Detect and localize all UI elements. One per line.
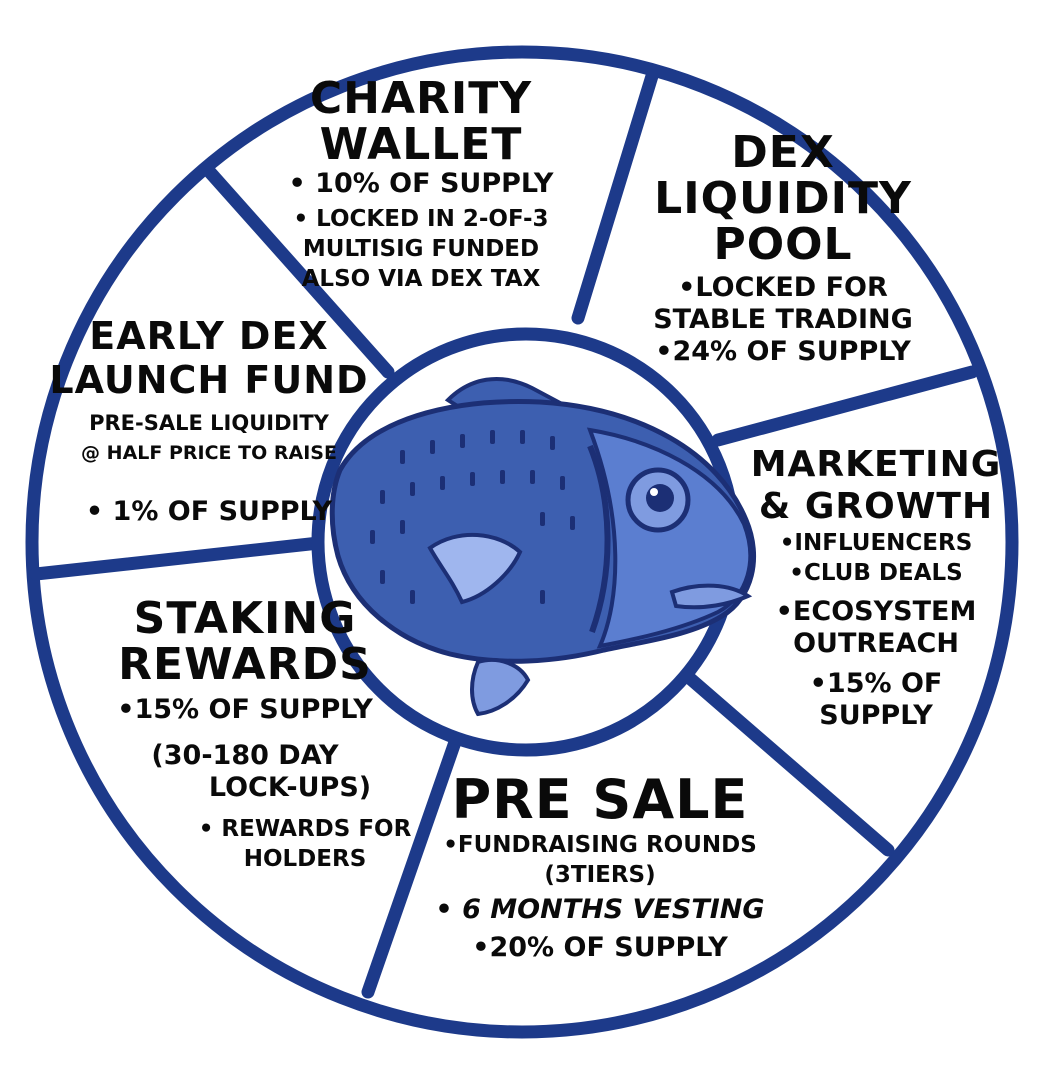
divider-charity-dex: [571, 69, 659, 325]
charity-bullet-locked-2: MULTISIG FUNDED: [302, 236, 540, 262]
early-bullet-liquidity-1: PRE-SALE LIQUIDITY: [89, 411, 329, 435]
fish-scales: [370, 430, 575, 604]
fish-gill: [587, 444, 611, 634]
staking-bullet-lockups-1: (30-180 DAY: [151, 740, 339, 771]
marketing-bullet-supply-1: •15% OF: [809, 668, 943, 699]
marketing-title-line1: MARKETING: [750, 444, 1002, 485]
fish-mouth: [669, 583, 753, 610]
divider-staking-early: [29, 535, 335, 581]
dex-bullet-supply: •24% OF SUPPLY: [655, 336, 911, 367]
dex-title-line1: DEX: [731, 127, 835, 178]
charity-title-line2: WALLET: [319, 119, 523, 170]
presale-bullet-vesting: • 6 MONTHS VESTING: [435, 894, 765, 925]
dex-title-line2: LIQUIDITY: [654, 173, 912, 224]
divider-early-charity: [201, 163, 395, 379]
fish-icon: [329, 376, 756, 717]
fish-eye-glint: [650, 488, 658, 496]
marketing-bullet-influencers: •INFLUENCERS: [779, 530, 973, 556]
presale-bullet-supply: •20% OF SUPPLY: [472, 932, 728, 963]
fish-side-fin: [427, 532, 523, 605]
dex-title-line3: POOL: [713, 219, 853, 270]
segment-dividers: [29, 69, 979, 999]
divider-marketing-presale: [671, 661, 895, 857]
early-title-line2: LAUNCH FUND: [49, 358, 369, 402]
presale-bullet-rounds-2: (3TIERS): [544, 862, 656, 888]
dex-bullet-locked-1: •LOCKED FOR: [678, 272, 888, 303]
marketing-title-line2: & GROWTH: [758, 486, 994, 527]
fish-bottom-fin: [470, 658, 531, 717]
segment-dex-liquidity-pool: DEX LIQUIDITY POOL •LOCKED FOR STABLE TR…: [628, 130, 938, 368]
segment-marketing-growth: MARKETING & GROWTH •INFLUENCERS •CLUB DE…: [742, 444, 1010, 732]
early-bullet-liquidity-2: @ HALF PRICE TO RAISE: [81, 442, 337, 464]
staking-bullet-supply: •15% OF SUPPLY: [117, 694, 373, 725]
dex-bullet-locked-2: STABLE TRADING: [653, 304, 913, 335]
segment-pre-sale: PRE SALE •FUNDRAISING ROUNDS (3TIERS) • …: [390, 770, 810, 964]
charity-bullet-locked-3: ALSO VIA DEX TAX: [301, 266, 541, 292]
marketing-bullet-supply-2: SUPPLY: [819, 700, 933, 731]
segment-early-dex-launch-fund: EARLY DEX LAUNCH FUND PRE-SALE LIQUIDITY…: [44, 314, 374, 528]
segment-staking-rewards: STAKING REWARDS •15% OF SUPPLY (30-180 D…: [60, 596, 430, 874]
divider-dex-marketing: [711, 365, 979, 447]
divider-presale-staking: [361, 715, 469, 999]
staking-title-line2: REWARDS: [118, 639, 372, 690]
marketing-bullet-ecosystem-1: •ECOSYSTEM: [775, 596, 977, 627]
staking-bullet-rewards-2: HOLDERS: [243, 846, 367, 872]
staking-bullet-lockups-2: LOCK-UPS): [208, 772, 372, 803]
staking-bullet-rewards-1: • REWARDS FOR: [198, 816, 412, 842]
charity-title-line1: CHARITY: [309, 73, 533, 124]
marketing-bullet-club-deals: •CLUB DEALS: [789, 560, 963, 586]
early-bullet-supply: • 1% OF SUPPLY: [85, 496, 333, 527]
presale-title: PRE SALE: [451, 768, 749, 831]
charity-bullet-locked-1: • LOCKED IN 2-OF-3: [293, 206, 549, 232]
charity-bullet-supply: • 10% OF SUPPLY: [288, 168, 554, 199]
marketing-bullet-ecosystem-2: OUTREACH: [793, 628, 959, 659]
presale-bullet-rounds-1: •FUNDRAISING ROUNDS: [443, 832, 757, 858]
early-title-line1: EARLY DEX: [89, 314, 329, 358]
segment-charity-wallet: CHARITY WALLET • 10% OF SUPPLY • LOCKED …: [256, 76, 586, 294]
staking-title-line1: STAKING: [133, 593, 357, 644]
fish-eye-pupil: [646, 484, 674, 512]
